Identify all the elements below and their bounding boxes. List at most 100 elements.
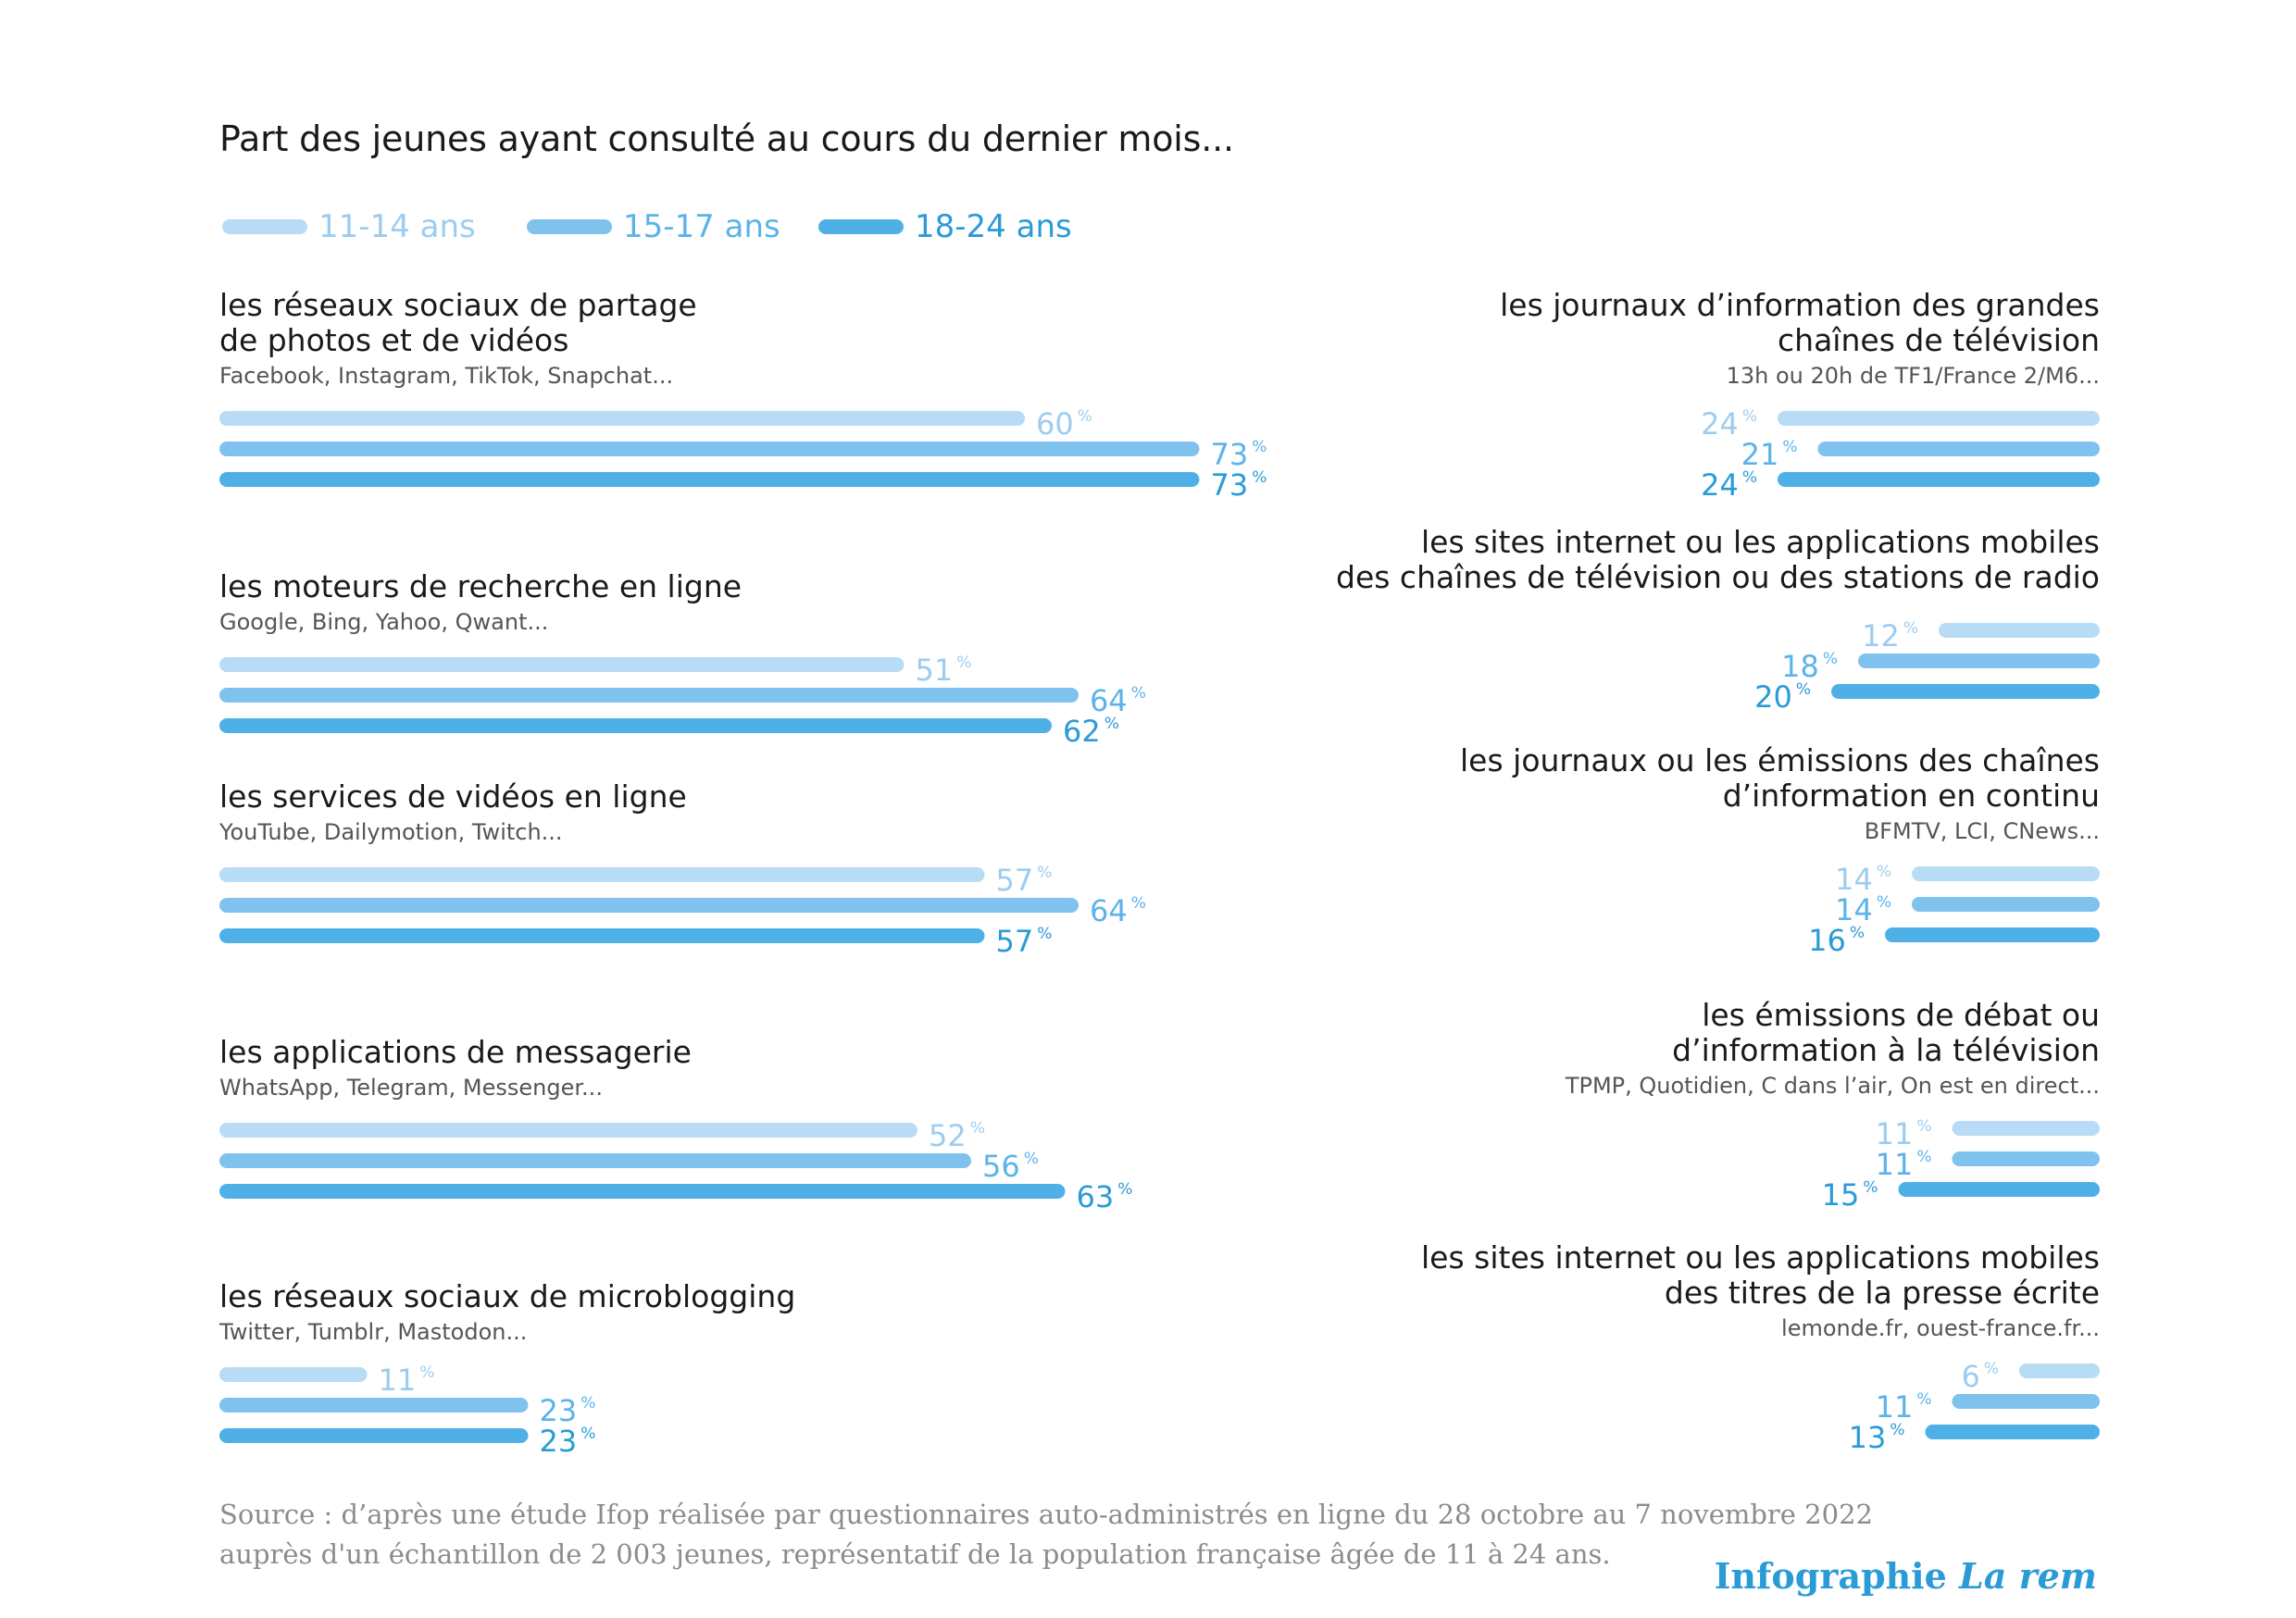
left-category-4: les réseaux sociaux de microblogging Twit…	[218, 1278, 795, 1459]
right-category-4-title-line-0: les sites internet ou les applications m…	[1421, 1239, 2100, 1276]
left-value-label-4-15-17 ans: 23%	[540, 1393, 596, 1428]
right-category-1-title-line-1: des chaînes de télévision ou des station…	[1336, 559, 2100, 595]
right-category-0: les journaux d’information des grandesch…	[1500, 287, 2100, 503]
legend-swatch-15-17	[527, 219, 612, 234]
right-value-label-4-11-14 ans: 6%	[1961, 1359, 1999, 1394]
source-note: Source : d’après une étude Ifop réalisée…	[219, 1495, 1873, 1574]
source-line-2: auprès d'un échantillon de 2 003 jeunes,…	[219, 1538, 1611, 1570]
left-category-2: les services de vidéos en ligne YouTube, …	[218, 778, 1146, 959]
left-bar-4-18-24 ans	[219, 1428, 529, 1443]
left-bar-4-15-17 ans	[219, 1398, 529, 1413]
left-bar-3-15-17 ans	[219, 1153, 971, 1168]
left-bar-2-11-14 ans	[219, 867, 985, 882]
left-category-1: les moteurs de recherche en ligne Google,…	[219, 568, 1146, 749]
left-value-label-1-11-14 ans: 51%	[916, 653, 972, 688]
left-category-3-title-line-0: les applications de messagerie	[219, 1034, 692, 1070]
right-value-label-0-18-24 ans: 24%	[1701, 467, 1757, 503]
right-value-label-4-15-17 ans: 11%	[1876, 1389, 1932, 1425]
right-category-2-title-line-1: d’information en continu	[1723, 778, 2100, 814]
right-category-0-title-line-1: chaînes de télévision	[1778, 322, 2100, 358]
right-category-1: les sites internet ou les applications m…	[1336, 524, 2100, 715]
right-bar-4-15-17 ans	[1952, 1394, 2100, 1409]
left-bar-2-18-24 ans	[219, 928, 985, 943]
left-value-label-0-18-24 ans: 73%	[1211, 467, 1267, 503]
right-bar-0-18-24 ans	[1778, 472, 2100, 487]
right-value-label-3-11-14 ans: 11%	[1876, 1116, 1932, 1151]
right-value-label-4-18-24 ans: 13%	[1849, 1420, 1905, 1455]
left-category-4-title-line-0: les réseaux sociaux de microblogging	[219, 1278, 795, 1314]
left-value-label-4-18-24 ans: 23%	[540, 1424, 596, 1459]
right-value-label-2-18-24 ans: 16%	[1808, 923, 1865, 958]
left-bar-0-15-17 ans	[219, 442, 1200, 456]
right-category-0-subtitle: 13h ou 20h de TF1/France 2/M6...	[1727, 363, 2100, 389]
right-bar-4-18-24 ans	[1925, 1425, 2100, 1439]
right-bar-3-18-24 ans	[1898, 1182, 2100, 1197]
right-bar-4-11-14 ans	[2019, 1363, 2100, 1378]
right-category-0-title-line-0: les journaux d’information des grandes	[1500, 287, 2100, 323]
left-category-2-title-line-0: les services de vidéos en ligne	[219, 778, 687, 815]
right-value-label-1-11-14 ans: 12%	[1862, 618, 1918, 653]
right-category-3-title-line-0: les émissions de débat ou	[1702, 997, 2100, 1033]
right-category-4: les sites internet ou les applications m…	[1421, 1239, 2100, 1455]
left-bar-4-11-14 ans	[219, 1367, 368, 1382]
credit-main: Infographie	[1714, 1555, 1947, 1597]
right-bar-3-11-14 ans	[1952, 1121, 2100, 1136]
left-category-1-title-line-0: les moteurs de recherche en ligne	[219, 568, 742, 604]
left-bar-2-15-17 ans	[219, 898, 1079, 913]
right-category-2-title-line-0: les journaux ou les émissions des chaîne…	[1460, 742, 2100, 778]
left-category-2-subtitle: YouTube, Dailymotion, Twitch...	[218, 819, 563, 845]
right-bar-2-15-17 ans	[1912, 897, 2100, 912]
left-category-3-subtitle: WhatsApp, Telegram, Messenger...	[219, 1075, 603, 1101]
left-bar-1-18-24 ans	[219, 718, 1052, 733]
right-category-2-subtitle: BFMTV, LCI, CNews...	[1865, 818, 2100, 844]
left-value-label-4-11-14 ans: 11%	[379, 1363, 435, 1398]
legend-item-18-24: 18-24 ans	[818, 208, 1072, 245]
right-category-1-title-line-0: les sites internet ou les applications m…	[1421, 524, 2100, 560]
left-value-label-2-11-14 ans: 57%	[996, 863, 1053, 898]
left-bar-1-15-17 ans	[219, 688, 1079, 703]
right-bar-1-15-17 ans	[1858, 653, 2100, 668]
right-value-label-3-18-24 ans: 15%	[1822, 1177, 1878, 1213]
legend-swatch-11-14	[222, 219, 307, 234]
left-category-4-subtitle: Twitter, Tumblr, Mastodon...	[218, 1319, 527, 1345]
left-bar-0-11-14 ans	[219, 411, 1025, 426]
right-value-label-2-11-14 ans: 14%	[1835, 862, 1891, 897]
left-value-label-1-18-24 ans: 62%	[1063, 714, 1119, 749]
legend-swatch-18-24	[818, 219, 904, 234]
right-value-label-0-11-14 ans: 24%	[1701, 406, 1757, 442]
right-bar-0-15-17 ans	[1817, 442, 2100, 456]
left-bar-1-11-14 ans	[219, 657, 905, 672]
right-category-4-title-line-1: des titres de la presse écrite	[1665, 1275, 2100, 1311]
right-value-label-1-18-24 ans: 20%	[1754, 679, 1811, 715]
right-bar-2-11-14 ans	[1912, 866, 2100, 881]
source-line-1: Source : d’après une étude Ifop réalisée…	[219, 1499, 1873, 1530]
right-value-label-2-15-17 ans: 14%	[1835, 892, 1891, 927]
legend-item-11-14: 11-14 ans	[222, 208, 476, 245]
credit-italic: La rem	[1959, 1555, 2097, 1597]
left-value-label-0-11-14 ans: 60%	[1036, 406, 1092, 442]
right-bar-0-11-14 ans	[1778, 411, 2100, 426]
left-category-0-subtitle: Facebook, Instagram, TikTok, Snapchat...	[219, 363, 673, 389]
left-category-3: les applications de messagerie WhatsApp, …	[219, 1034, 1132, 1214]
right-value-label-3-15-17 ans: 11%	[1876, 1147, 1932, 1182]
left-bar-0-18-24 ans	[219, 472, 1200, 487]
right-category-3-title-line-1: d’information à la télévision	[1672, 1032, 2100, 1068]
right-bar-1-18-24 ans	[1831, 684, 2100, 699]
left-bar-3-11-14 ans	[219, 1123, 917, 1138]
left-category-1-subtitle: Google, Bing, Yahoo, Qwant...	[219, 609, 548, 635]
right-category-3-subtitle: TPMP, Quotidien, C dans l’air, On est en…	[1565, 1073, 2100, 1099]
right-value-label-1-15-17 ans: 18%	[1781, 649, 1838, 684]
chart-title: Part des jeunes ayant consulté au cours …	[219, 118, 1234, 159]
right-bar-3-15-17 ans	[1952, 1151, 2100, 1166]
right-bar-1-11-14 ans	[1939, 623, 2100, 638]
credit: Infographie La rem	[1715, 1555, 2097, 1597]
legend-label-18-24: 18-24 ans	[915, 208, 1072, 245]
right-bar-2-18-24 ans	[1885, 927, 2100, 942]
left-value-label-3-18-24 ans: 63%	[1077, 1179, 1133, 1214]
right-category-3: les émissions de débat oud’information à…	[1565, 997, 2100, 1213]
right-category-4-subtitle: lemonde.fr, ouest-france.fr...	[1781, 1315, 2100, 1341]
right-value-label-0-15-17 ans: 21%	[1741, 437, 1798, 472]
